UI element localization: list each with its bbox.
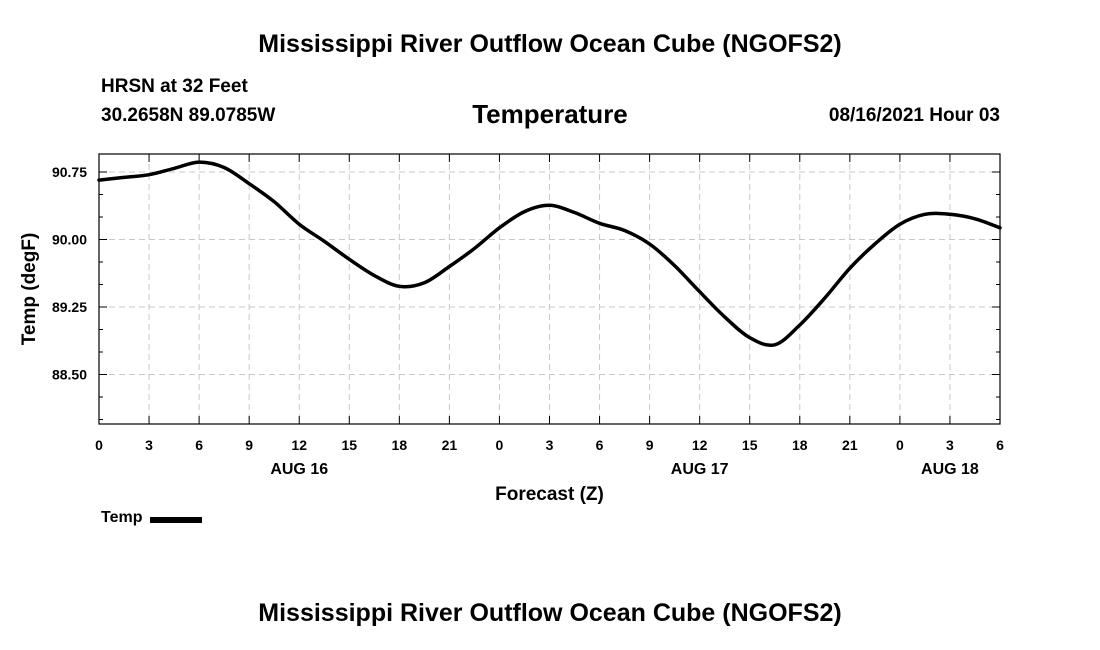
x-tick-label: 6: [195, 437, 203, 453]
station-label: HRSN at 32 Feet: [101, 76, 248, 97]
coordinates-label: 30.2658N 89.0785W: [101, 105, 276, 126]
x-tick-label: 15: [341, 437, 357, 453]
variable-title: Temperature: [472, 99, 628, 129]
x-tick-label: 3: [546, 437, 554, 453]
x-tick-label: 21: [842, 437, 858, 453]
x-tick-label: 18: [792, 437, 808, 453]
legend-label-temp: Temp: [101, 509, 143, 526]
x-tick-label: 9: [245, 437, 253, 453]
y-tick-label: 88.50: [52, 367, 87, 383]
x-tick-label: 6: [596, 437, 604, 453]
date-label: AUG 18: [921, 461, 979, 478]
series-line-temp: [97, 160, 1002, 348]
y-tick-label: 89.25: [52, 299, 87, 315]
x-axis-title: Forecast (Z): [495, 484, 604, 505]
x-tick-label: 0: [896, 437, 904, 453]
y-tick-label: 90.75: [52, 164, 87, 180]
chart-footer-title: Mississippi River Outflow Ocean Cube (NG…: [258, 599, 842, 627]
date-label: AUG 17: [671, 461, 729, 478]
forecast-datetime: 08/16/2021 Hour 03: [828, 105, 1000, 126]
x-tick-label: 3: [145, 437, 153, 453]
x-tick-label: 6: [996, 437, 1004, 453]
x-tick-label: 3: [946, 437, 954, 453]
legend-swatch-temp: [150, 517, 203, 523]
x-tick-label: 0: [95, 437, 103, 453]
x-tick-label: 15: [742, 437, 758, 453]
x-tick-label: 21: [442, 437, 458, 453]
x-tick-label: 9: [646, 437, 654, 453]
y-axis-title: Temp (degF): [19, 233, 40, 346]
y-tick-label: 90.00: [52, 232, 87, 248]
x-tick-label: 18: [392, 437, 408, 453]
date-label: AUG 16: [270, 461, 328, 478]
chart-main-title: Mississippi River Outflow Ocean Cube (NG…: [258, 30, 842, 58]
legend: Temp: [101, 509, 203, 527]
plot-frame: [98, 153, 1001, 425]
x-tick-label: 12: [692, 437, 708, 453]
x-tick-label: 0: [496, 437, 504, 453]
x-tick-label: 12: [291, 437, 307, 453]
